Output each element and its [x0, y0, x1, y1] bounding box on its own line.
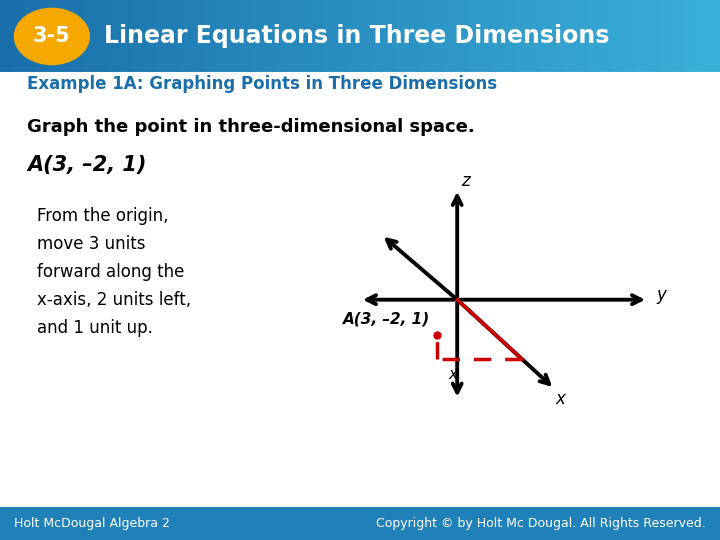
- Bar: [12, 0, 24, 73]
- Bar: [504, 0, 516, 73]
- Bar: [444, 0, 456, 73]
- Bar: [360, 0, 372, 73]
- Bar: [672, 0, 684, 73]
- Bar: [336, 0, 348, 73]
- Bar: [480, 0, 492, 73]
- Bar: [324, 0, 336, 73]
- Text: Graph the point in three-dimensional space.: Graph the point in three-dimensional spa…: [27, 118, 475, 136]
- Bar: [312, 0, 324, 73]
- Text: forward along the: forward along the: [37, 263, 185, 281]
- Bar: [420, 0, 432, 73]
- Bar: [636, 0, 648, 73]
- Bar: [564, 0, 576, 73]
- Bar: [456, 0, 468, 73]
- Text: Example 1A: Graphing Points in Three Dimensions: Example 1A: Graphing Points in Three Dim…: [27, 75, 498, 93]
- Bar: [180, 0, 192, 73]
- Bar: [192, 0, 204, 73]
- Circle shape: [14, 8, 89, 64]
- Bar: [648, 0, 660, 73]
- Bar: [300, 0, 312, 73]
- Bar: [252, 0, 264, 73]
- Bar: [432, 0, 444, 73]
- Bar: [60, 0, 72, 73]
- Bar: [624, 0, 636, 73]
- Bar: [528, 0, 540, 73]
- Bar: [0, 507, 720, 540]
- Bar: [384, 0, 396, 73]
- Text: x: x: [448, 367, 457, 382]
- Text: and 1 unit up.: and 1 unit up.: [37, 319, 153, 338]
- Bar: [228, 0, 240, 73]
- Bar: [396, 0, 408, 73]
- Bar: [660, 0, 672, 73]
- Bar: [516, 0, 528, 73]
- Bar: [468, 0, 480, 73]
- Bar: [492, 0, 504, 73]
- Bar: [684, 0, 696, 73]
- Bar: [540, 0, 552, 73]
- Bar: [204, 0, 216, 73]
- Text: Linear Equations in Three Dimensions: Linear Equations in Three Dimensions: [104, 24, 610, 49]
- Bar: [288, 0, 300, 73]
- Bar: [96, 0, 108, 73]
- Text: A(3, –2, 1): A(3, –2, 1): [343, 312, 430, 326]
- Text: 3-5: 3-5: [33, 26, 71, 46]
- Bar: [132, 0, 144, 73]
- Text: Holt McDougal Algebra 2: Holt McDougal Algebra 2: [14, 517, 170, 530]
- Text: z: z: [462, 172, 470, 190]
- Text: From the origin,: From the origin,: [37, 207, 169, 225]
- Bar: [120, 0, 132, 73]
- Bar: [144, 0, 156, 73]
- Bar: [36, 0, 48, 73]
- Text: y: y: [656, 286, 666, 305]
- Bar: [216, 0, 228, 73]
- Bar: [696, 0, 708, 73]
- Bar: [48, 0, 60, 73]
- Text: x-axis, 2 units left,: x-axis, 2 units left,: [37, 291, 192, 309]
- Bar: [0, 0, 12, 73]
- Bar: [108, 0, 120, 73]
- Bar: [408, 0, 420, 73]
- Text: x: x: [555, 389, 565, 408]
- Bar: [372, 0, 384, 73]
- Bar: [552, 0, 564, 73]
- Bar: [348, 0, 360, 73]
- Text: Copyright © by Holt Mc Dougal. All Rights Reserved.: Copyright © by Holt Mc Dougal. All Right…: [376, 517, 706, 530]
- Bar: [276, 0, 288, 73]
- Bar: [612, 0, 624, 73]
- Bar: [72, 0, 84, 73]
- Bar: [588, 0, 600, 73]
- Bar: [708, 0, 720, 73]
- Bar: [84, 0, 96, 73]
- Text: move 3 units: move 3 units: [37, 235, 146, 253]
- Bar: [156, 0, 168, 73]
- Bar: [24, 0, 36, 73]
- Bar: [264, 0, 276, 73]
- Bar: [168, 0, 180, 73]
- Bar: [240, 0, 252, 73]
- Text: A(3, –2, 1): A(3, –2, 1): [27, 154, 147, 175]
- Bar: [576, 0, 588, 73]
- Bar: [600, 0, 612, 73]
